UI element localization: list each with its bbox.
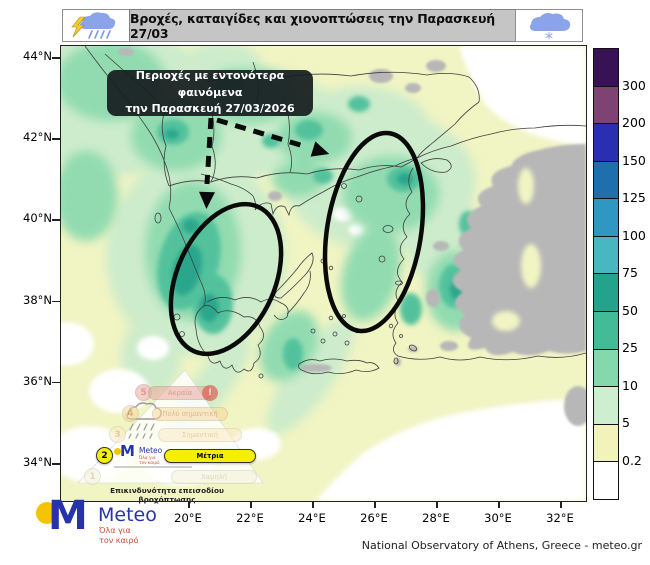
colorbar-label: 10 <box>622 377 638 393</box>
highlight-ellipses <box>168 130 426 357</box>
annotation-line2: την Παρασκευή 27/03/2026 <box>125 102 295 116</box>
colorbar-label: 50 <box>622 302 638 318</box>
colorbar-segment <box>594 160 618 199</box>
meteo-logo: M Meteo Όλα για τον καιρό <box>34 493 184 549</box>
y-axis-label: 44°N <box>23 49 52 63</box>
x-axis-tickmark <box>250 501 252 508</box>
risk-extreme-badge: ! <box>202 385 218 401</box>
header-snow-icon-box <box>515 9 583 42</box>
x-axis-label: 32°E <box>546 511 574 525</box>
annotation-arrows <box>199 117 330 209</box>
risk-legend-title: Επικινδυνότητα επεισοδίου βροχόπτωσης <box>110 486 224 504</box>
credit-text: National Observatory of Athens, Greece -… <box>361 539 642 552</box>
y-axis-label: 40°N <box>23 211 52 226</box>
header-storm-icon-box <box>62 9 130 42</box>
colorbar-segment <box>594 85 618 124</box>
y-axis-label: 38°N <box>23 292 52 307</box>
storm-rain-cloud-icon <box>71 12 116 39</box>
colorbar-label: 150 <box>622 152 646 168</box>
colorbar-segment <box>594 123 618 161</box>
risk-level-pill: Σημαντική <box>158 428 242 442</box>
x-axis-tickmark <box>560 501 562 508</box>
meteo-logo-name: Meteo <box>98 504 157 526</box>
y-axis-label: 36°N <box>23 373 52 388</box>
y-axis-label: 34°N <box>23 455 52 469</box>
meteo-logo-m-icon: M <box>48 493 88 539</box>
colorbar-segment <box>594 423 618 462</box>
highlight-ellipse-east <box>322 130 426 334</box>
x-axis-label: 22°E <box>236 511 264 525</box>
annotation-line1: Περιοχές με εντονότερα φαινόμενα <box>135 69 285 99</box>
x-axis-tickmark <box>312 501 314 508</box>
colorbar-segment <box>594 273 618 312</box>
colorbar-segment <box>594 461 618 499</box>
colorbar-label: 200 <box>622 115 646 130</box>
mini-logo-fineprint <box>114 466 192 468</box>
arrow-to-east-ellipse <box>216 117 308 150</box>
x-axis-tickmark <box>188 501 190 508</box>
risk-level-pill: Πολύ σημαντική <box>152 407 228 421</box>
colorbar-label: 5 <box>622 415 630 430</box>
risk-legend: M Meteo Όλα για τον καιρό 5 Ακραία! 4 Πολύ … <box>78 370 264 504</box>
y-axis-tickmark <box>52 138 60 140</box>
risk-level-number: 3 <box>109 426 126 443</box>
colorbar-segment <box>594 348 618 387</box>
mini-logo-yellow-dot-icon <box>114 448 121 455</box>
x-axis-tickmark <box>498 501 500 508</box>
risk-level-pill: Χαμηλή <box>171 470 257 484</box>
colorbar-label: 0.2 <box>622 452 642 468</box>
arrowhead-west <box>199 191 215 209</box>
colorbar-label: 300 <box>622 77 646 93</box>
risk-level-number: 2 <box>96 447 113 464</box>
x-axis-label: 24°E <box>298 511 326 525</box>
colorbar <box>593 48 619 500</box>
colorbar-segments <box>594 49 618 499</box>
x-axis-label: 26°E <box>360 511 388 525</box>
colorbar-segment <box>594 235 618 274</box>
no-data-gray-areas <box>118 48 586 426</box>
risk-level-number: 4 <box>122 405 139 422</box>
x-axis-label: 20°E <box>174 511 202 525</box>
risk-level-pill: Ακραία <box>148 386 212 400</box>
y-axis-tickmark <box>52 381 60 384</box>
y-axis-label: 42°N <box>23 130 52 145</box>
gray-inner-dry-patches <box>492 168 541 331</box>
y-axis-tickmark <box>52 300 60 303</box>
annotation-box: Περιοχές με εντονότερα φαινόμενα την Παρ… <box>107 69 313 116</box>
colorbar-segment <box>594 311 618 349</box>
colorbar-label: 75 <box>622 265 638 280</box>
x-axis-tickmark <box>436 501 438 508</box>
mini-logo-tagline: Όλα για τον καιρό <box>139 455 160 466</box>
colorbar-label: 100 <box>622 227 646 243</box>
colorbar-segment <box>594 49 618 86</box>
map-title: Βροχές, καταιγίδες και χιονοπτώσεις την … <box>130 10 495 41</box>
risk-level-pill: Μέτρια <box>164 449 256 463</box>
mini-meteo-logo: M Meteo Όλα για τον καιρό <box>114 442 204 470</box>
colorbar-label: 25 <box>622 340 638 355</box>
y-axis-tickmark <box>52 463 60 465</box>
risk-level-number: 1 <box>84 468 101 485</box>
snow-cloud-icon <box>530 13 571 40</box>
x-axis-tickmark <box>374 501 376 508</box>
colorbar-segment <box>594 386 618 424</box>
colorbar-segment <box>594 198 618 236</box>
arrowhead-east <box>310 141 330 157</box>
mini-logo-name: Meteo <box>139 446 163 455</box>
x-axis-label: 30°E <box>484 511 512 525</box>
y-axis-tickmark <box>52 219 60 221</box>
map-title-bar: Βροχές, καταιγίδες και χιονοπτώσεις την … <box>129 9 516 42</box>
meteo-logo-tagline: Όλα για τον καιρό <box>99 526 139 545</box>
mini-logo-m-icon: M <box>120 442 135 460</box>
highlight-ellipse-west <box>168 201 284 357</box>
meteo-logo-yellow-dot-icon <box>36 502 58 524</box>
x-axis-label: 28°E <box>422 511 450 525</box>
colorbar-label: 125 <box>622 190 646 205</box>
y-axis-tickmark <box>52 57 60 59</box>
